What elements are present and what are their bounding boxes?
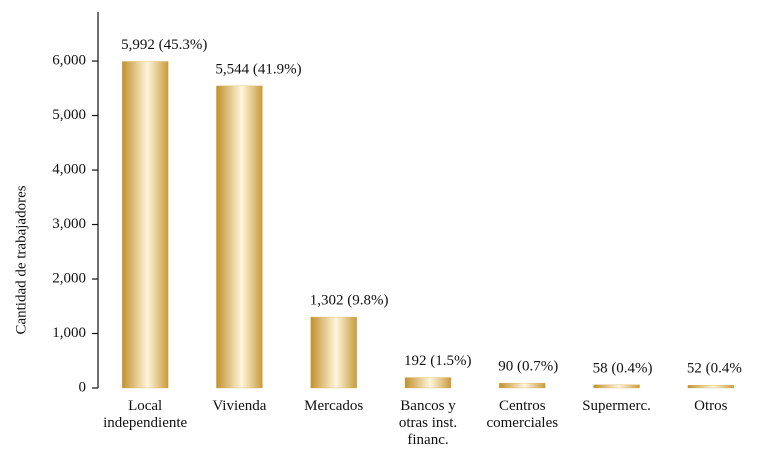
value-label: 192 (1.5%) bbox=[404, 353, 472, 369]
x-tick-label: Mercados bbox=[304, 398, 364, 414]
bar bbox=[216, 85, 263, 389]
x-tick-label: Bancos y otras inst. financ. bbox=[398, 398, 458, 448]
x-tick-label: Vivienda bbox=[212, 398, 267, 414]
y-tick-label: 4,000 bbox=[52, 161, 86, 177]
y-tick-label: 5,000 bbox=[52, 107, 86, 123]
bar bbox=[121, 61, 169, 389]
x-tick-label: Otros bbox=[694, 398, 728, 414]
bar bbox=[593, 384, 640, 389]
x-tick-label: Centros comerciales bbox=[486, 398, 559, 431]
bar bbox=[499, 382, 546, 389]
value-label: 5,992 (45.3%) bbox=[121, 37, 207, 53]
y-tick-label: 1,000 bbox=[52, 325, 86, 341]
y-tick-label: 3,000 bbox=[52, 216, 86, 232]
y-tick-label: 2,000 bbox=[52, 270, 86, 286]
value-label: 90 (0.7%) bbox=[498, 359, 558, 375]
x-tick-label: Supermerc. bbox=[582, 398, 651, 414]
value-label: 58 (0.4%) bbox=[593, 360, 653, 376]
x-tick-label: Local independiente bbox=[103, 398, 188, 431]
value-label: 5,544 (41.9%) bbox=[215, 61, 301, 77]
value-label: 52 (0.4% bbox=[687, 361, 742, 377]
bar bbox=[687, 385, 735, 389]
y-tick-label: 6,000 bbox=[52, 52, 86, 68]
y-tick-label: 0 bbox=[79, 379, 87, 395]
bar bbox=[404, 377, 452, 389]
y-axis-title: Cantidad de trabajadores bbox=[13, 185, 29, 334]
value-label: 1,302 (9.8%) bbox=[310, 292, 389, 308]
bar bbox=[310, 316, 357, 389]
